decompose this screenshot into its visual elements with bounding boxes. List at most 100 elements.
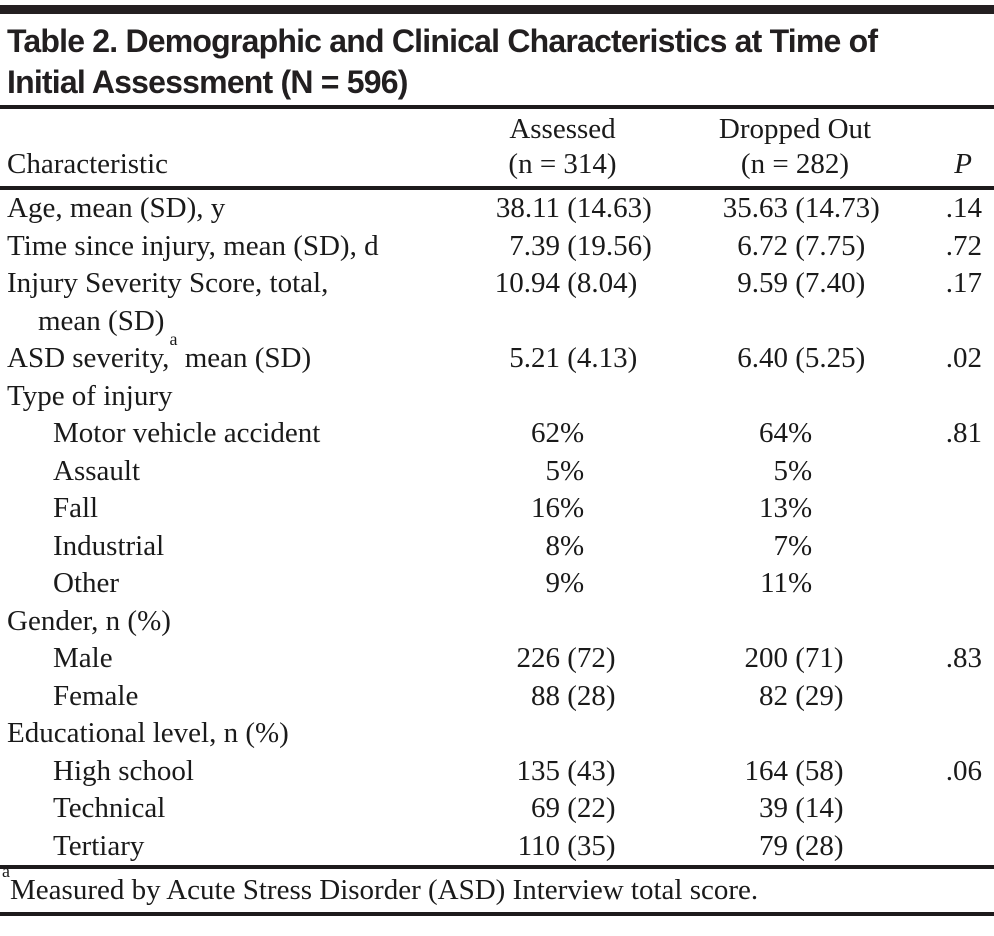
- section-label: Gender, n (%): [7, 604, 171, 637]
- cell-assessed: 9%: [545, 567, 585, 599]
- row-label: ASD severity,a mean (SD): [7, 329, 312, 374]
- row-label: Other: [53, 567, 120, 599]
- cell-p-value: [882, 678, 994, 716]
- row-label: Motor vehicle accident: [53, 417, 321, 449]
- cell-dropped-out: 64%: [759, 417, 813, 449]
- cell-p-value: [882, 565, 994, 603]
- empty-cell: [882, 378, 994, 416]
- footnote-marker: a: [169, 329, 178, 350]
- empty-cell: [437, 378, 652, 416]
- header-row: Characteristic Assessed (n = 314) Droppe…: [0, 109, 994, 190]
- title-separator-rule: [0, 105, 994, 109]
- cell-p-value: .17: [945, 267, 982, 299]
- bottom-border-rule: [0, 912, 994, 916]
- cell-assessed: 226 (72): [516, 642, 616, 674]
- table-title: Table 2. Demographic and Clinical Charac…: [0, 14, 994, 105]
- cell-p-value: [882, 490, 994, 528]
- cell-assessed: 135 (43): [516, 754, 616, 787]
- table-section-row-gender: Gender, n (%): [0, 603, 994, 641]
- column-header-p: P: [882, 109, 994, 190]
- cell-assessed: 69 (22): [531, 792, 616, 824]
- row-label: Assault: [53, 454, 140, 487]
- cell-dropped-out: 9.59 (7.40): [737, 267, 866, 299]
- row-label: Injury Severity Score, total,: [7, 267, 329, 299]
- cell-p-value: [882, 528, 994, 566]
- row-label: Technical: [53, 792, 166, 824]
- table-row-asd-severity: ASD severity,a mean (SD) 5.21 (4.13) 6.4…: [0, 329, 994, 378]
- row-label: Age, mean (SD), y: [7, 192, 226, 224]
- cell-p-value: .83: [945, 642, 982, 674]
- table-row-female: Female 88 (28) 82 (29): [0, 678, 994, 716]
- empty-cell: [882, 603, 994, 641]
- row-label: Male: [53, 642, 113, 674]
- cell-dropped-out: 39 (14): [759, 792, 844, 824]
- row-label: Female: [53, 679, 139, 712]
- table-row-technical: Technical 69 (22) 39 (14): [0, 790, 994, 828]
- empty-cell: [652, 715, 882, 753]
- column-header-dropped-out: Dropped Out (n = 282): [652, 109, 882, 190]
- cell-p-value: .06: [945, 754, 982, 787]
- cell-dropped-out: 82 (29): [759, 679, 844, 712]
- cell-dropped-out: 35.63 (14.73): [722, 192, 880, 224]
- row-label: Tertiary: [53, 829, 145, 862]
- table-row-motor-vehicle-accident: Motor vehicle accident 62% 64% .81: [0, 415, 994, 453]
- cell-dropped-out: 79 (28): [759, 829, 844, 862]
- table-title-line2: Initial Assessment (N = 596): [7, 64, 408, 100]
- empty-cell: [437, 603, 652, 641]
- cell-assessed: 38.11 (14.63): [495, 192, 652, 224]
- footnote-marker: a: [2, 861, 10, 882]
- table-row-industrial: Industrial 8% 7%: [0, 528, 994, 566]
- footnote: aMeasured by Acute Stress Disorder (ASD)…: [0, 862, 994, 912]
- table-row-other: Other 9% 11%: [0, 565, 994, 603]
- cell-dropped-out: 6.40 (5.25): [737, 342, 866, 374]
- table-row-male: Male 226 (72) 200 (71) .83: [0, 640, 994, 678]
- section-label: Educational level, n (%): [7, 717, 289, 749]
- cell-dropped-out: 11%: [760, 567, 813, 599]
- cell-dropped-out: 164 (58): [744, 754, 844, 787]
- top-border-bar: [0, 5, 994, 14]
- row-label-wrap: mean (SD): [38, 304, 165, 337]
- cell-assessed: 16%: [531, 492, 585, 524]
- cell-assessed: 88 (28): [531, 679, 616, 712]
- table-row-tertiary: Tertiary 110 (35) 79 (28): [0, 828, 994, 866]
- cell-assessed: 110 (35): [517, 829, 616, 862]
- cell-p-value: .72: [945, 229, 982, 262]
- row-label: Time since injury, mean (SD), d: [7, 229, 379, 262]
- cell-dropped-out: 5%: [773, 454, 813, 487]
- table-row-time-since-injury: Time since injury, mean (SD), d 7.39 (19…: [0, 228, 994, 266]
- cell-p-value: .02: [945, 342, 982, 374]
- table-row-fall: Fall 16% 13%: [0, 490, 994, 528]
- table-title-line1: Table 2. Demographic and Clinical Charac…: [7, 23, 878, 59]
- column-header-characteristic: Characteristic: [0, 109, 437, 190]
- cell-assessed: 7.39 (19.56): [509, 229, 652, 262]
- footnote-text: Measured by Acute Stress Disorder (ASD) …: [10, 874, 759, 906]
- table-row-high-school: High school 135 (43) 164 (58) .06: [0, 753, 994, 791]
- cell-assessed: 5.21 (4.13): [509, 342, 638, 374]
- cell-p-value: .81: [945, 417, 982, 449]
- table-row-injury-severity: Injury Severity Score, total, mean (SD) …: [0, 265, 994, 340]
- table-section-row-type-of-injury: Type of injury: [0, 378, 994, 416]
- cell-p-value: [882, 790, 994, 828]
- cell-assessed: 5%: [545, 454, 585, 487]
- table-section-row-educational-level: Educational level, n (%): [0, 715, 994, 753]
- cell-p-value: .14: [945, 192, 982, 224]
- cell-p-value: [882, 828, 994, 866]
- page-root: { "colors": { "background": "#ffffff", "…: [0, 5, 994, 936]
- characteristics-table: Characteristic Assessed (n = 314) Droppe…: [0, 109, 994, 865]
- empty-cell: [652, 603, 882, 641]
- section-label: Type of injury: [7, 379, 173, 412]
- table-row-age: Age, mean (SD), y 38.11 (14.63) 35.63 (1…: [0, 188, 994, 228]
- cell-assessed: 10.94 (8.04): [494, 267, 638, 299]
- cell-dropped-out: 7%: [773, 529, 813, 562]
- row-label: Fall: [53, 492, 99, 524]
- empty-cell: [652, 378, 882, 416]
- footnote-separator-rule: [0, 865, 994, 869]
- cell-assessed: 8%: [545, 529, 585, 562]
- cell-p-value: [882, 453, 994, 491]
- cell-dropped-out: 6.72 (7.75): [737, 229, 866, 262]
- empty-cell: [882, 715, 994, 753]
- cell-dropped-out: 13%: [759, 492, 813, 524]
- cell-dropped-out: 200 (71): [744, 642, 844, 674]
- column-header-assessed: Assessed (n = 314): [437, 109, 652, 190]
- table-row-assault: Assault 5% 5%: [0, 453, 994, 491]
